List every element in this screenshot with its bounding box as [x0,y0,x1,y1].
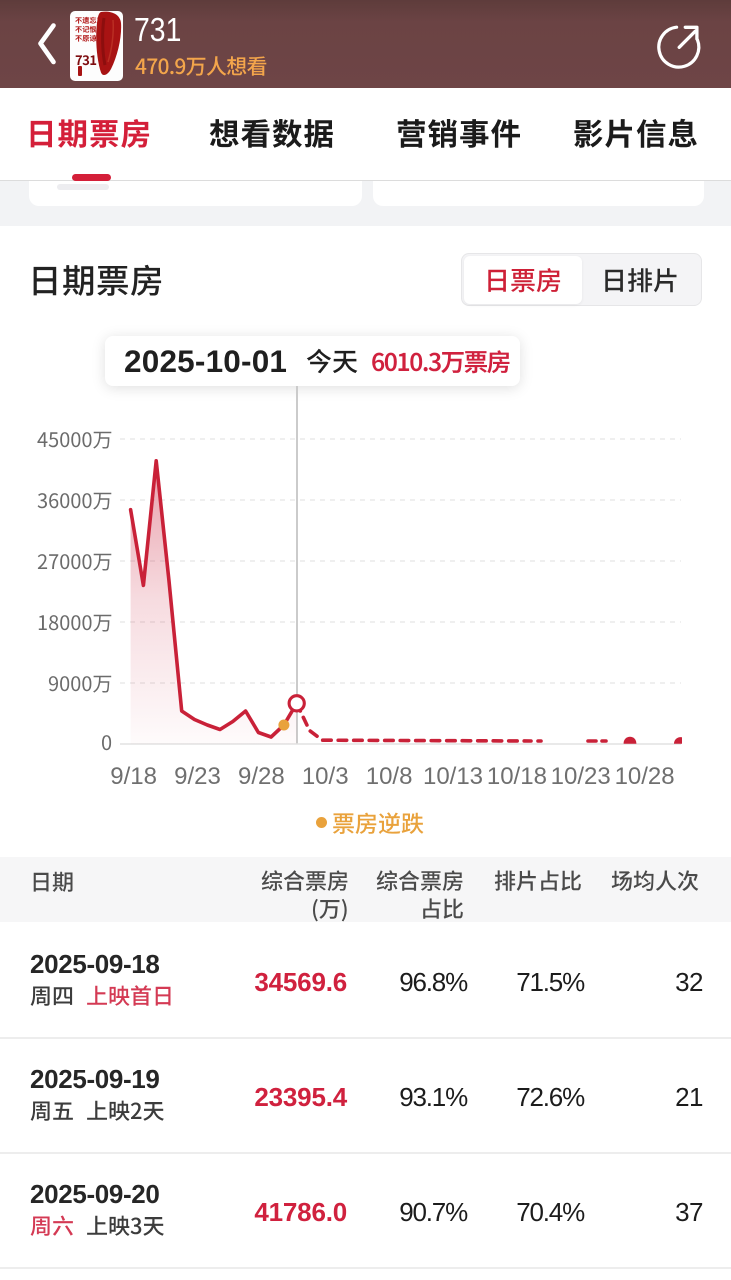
svg-text:10/18: 10/18 [487,763,547,790]
svg-text:10/28: 10/28 [615,763,675,790]
svg-text:9/23: 9/23 [174,763,221,790]
svg-text:10/23: 10/23 [551,763,611,790]
svg-text:10/8: 10/8 [366,763,413,790]
svg-text:10/3: 10/3 [302,763,349,790]
svg-text:9/28: 9/28 [238,763,285,790]
svg-text:10/13: 10/13 [423,763,483,790]
svg-text:9/18: 9/18 [110,763,157,790]
